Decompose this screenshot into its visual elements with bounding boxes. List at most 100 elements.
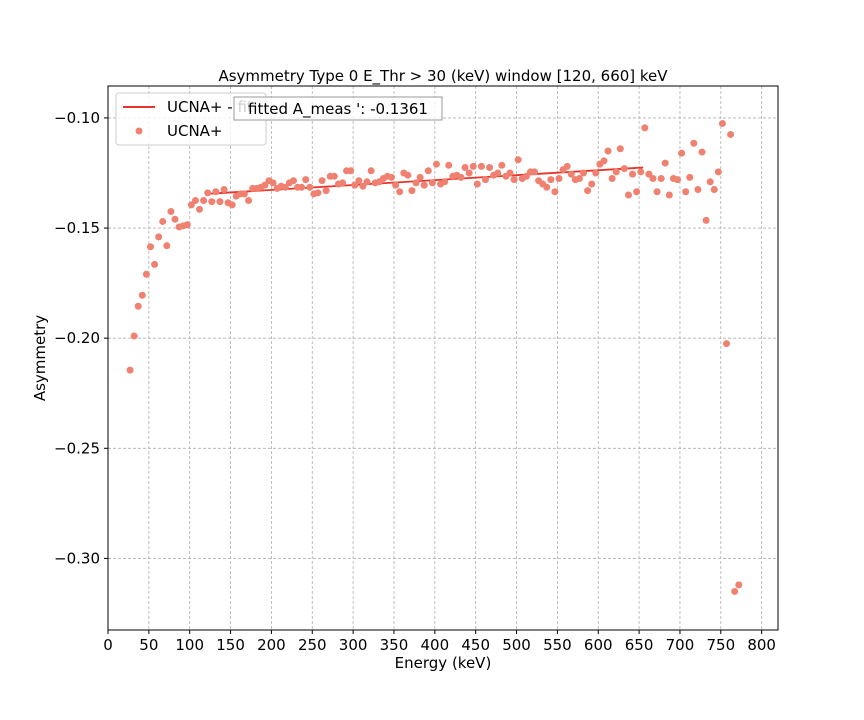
data-point — [637, 168, 645, 176]
data-point — [445, 161, 453, 169]
x-tick-label: 250 — [298, 636, 327, 654]
data-point — [330, 172, 338, 180]
data-point — [142, 270, 150, 278]
data-point — [465, 169, 473, 177]
data-point — [641, 124, 649, 132]
y-axis-label: Asymmetry — [31, 315, 49, 401]
data-point — [645, 170, 653, 178]
data-point — [616, 145, 624, 153]
data-point — [200, 197, 208, 205]
x-tick-label: 0 — [103, 636, 113, 654]
data-point — [146, 243, 154, 251]
data-point — [432, 160, 440, 168]
data-point — [706, 178, 714, 186]
data-point — [289, 177, 297, 185]
data-point — [126, 366, 134, 374]
x-tick-label: 200 — [257, 636, 286, 654]
data-point — [555, 175, 563, 183]
data-point — [633, 188, 641, 196]
data-point — [567, 170, 575, 178]
data-point — [702, 216, 710, 224]
legend-points-label: UCNA+ — [167, 122, 223, 140]
data-point — [547, 176, 555, 184]
data-points — [126, 119, 743, 595]
data-point — [461, 163, 469, 171]
data-point — [629, 170, 637, 178]
data-point — [731, 587, 739, 595]
data-point — [514, 156, 522, 164]
data-point — [183, 221, 191, 229]
data-point — [608, 175, 616, 183]
data-point — [388, 173, 396, 181]
x-tick-label: 550 — [543, 636, 572, 654]
data-point — [191, 197, 199, 205]
fit-annotation: fitted A_meas ': -0.1361 — [233, 96, 443, 121]
data-point — [314, 189, 322, 197]
data-point — [551, 188, 559, 196]
data-point — [355, 177, 363, 185]
data-point — [494, 169, 502, 177]
data-point — [212, 188, 220, 196]
data-point — [339, 179, 346, 187]
legend-fit-label: UCNA+ - fit — [167, 98, 253, 116]
data-point — [612, 168, 620, 176]
data-point — [367, 167, 375, 175]
data-point — [690, 139, 698, 147]
x-tick-label: 750 — [706, 636, 735, 654]
annotation-box — [233, 96, 443, 121]
data-point — [306, 183, 314, 191]
data-point — [281, 183, 289, 191]
y-tick-label: −0.25 — [54, 439, 100, 457]
y-tick-label: −0.20 — [54, 329, 100, 347]
data-point — [404, 171, 412, 179]
data-point — [653, 188, 661, 196]
data-point — [649, 175, 657, 183]
x-tick-label: 500 — [502, 636, 531, 654]
data-point — [624, 191, 632, 199]
data-point — [196, 205, 204, 213]
data-point — [416, 173, 424, 181]
data-point — [204, 189, 212, 197]
data-point — [359, 182, 367, 190]
data-point — [727, 130, 735, 138]
data-point — [298, 183, 306, 191]
data-point — [486, 163, 494, 171]
data-point — [678, 149, 686, 157]
data-point — [506, 169, 514, 177]
data-point — [604, 147, 612, 155]
x-tick-label: 100 — [175, 636, 204, 654]
data-point — [469, 162, 477, 170]
data-point — [588, 180, 596, 188]
data-point — [151, 260, 159, 268]
data-point — [363, 178, 371, 186]
x-tick-label: 600 — [584, 636, 613, 654]
x-tick-label: 800 — [747, 636, 776, 654]
x-tick-label: 650 — [625, 636, 654, 654]
data-point — [710, 186, 718, 194]
data-point — [171, 215, 179, 223]
data-point — [392, 181, 400, 189]
data-point — [531, 168, 539, 176]
data-point — [575, 175, 583, 183]
data-point — [408, 187, 416, 195]
grid — [107, 86, 778, 630]
y-tick-label: −0.30 — [54, 549, 100, 567]
y-axis-ticks: −0.10 −0.15 −0.20 −0.25 −0.30 — [54, 109, 108, 567]
data-point — [155, 233, 163, 241]
data-point — [245, 197, 253, 205]
x-axis-label: Energy (keV) — [395, 654, 492, 672]
x-tick-label: 350 — [380, 636, 409, 654]
data-point — [412, 179, 420, 187]
data-point — [302, 176, 310, 184]
data-point — [473, 180, 481, 188]
data-point — [498, 161, 506, 169]
data-point — [674, 176, 681, 184]
data-point — [584, 187, 592, 195]
data-point — [187, 201, 195, 209]
x-tick-label: 300 — [339, 636, 368, 654]
data-point — [543, 183, 551, 191]
x-tick-label: 150 — [216, 636, 245, 654]
data-point — [347, 167, 355, 175]
data-point — [240, 190, 248, 198]
